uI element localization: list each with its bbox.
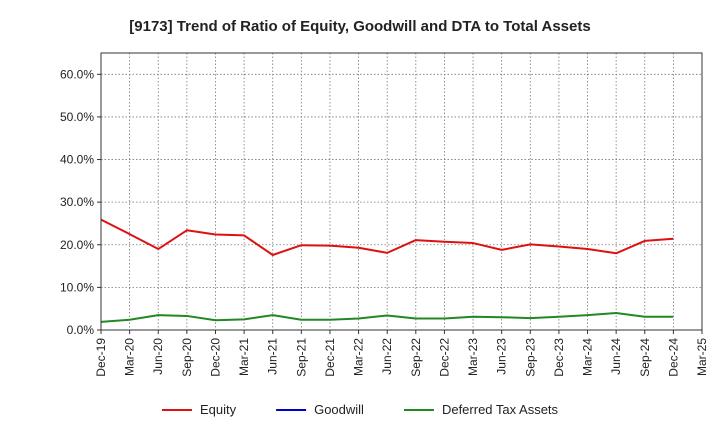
y-tick-label: 20.0% [60, 238, 94, 252]
x-tick-label: Mar-20 [123, 338, 137, 376]
x-tick-label: Sep-22 [409, 338, 423, 377]
x-tick-label: Mar-24 [581, 338, 595, 376]
x-tick-label: Dec-20 [208, 338, 222, 377]
x-tick-label: Mar-21 [237, 338, 251, 376]
series-line-deferred-tax-assets [100, 311, 674, 323]
x-tick-label: Jun-22 [380, 338, 394, 375]
x-tick-label: Dec-21 [323, 338, 337, 377]
x-tick-label: Mar-22 [352, 338, 366, 376]
y-tick-label: 0.0% [67, 323, 95, 337]
x-tick-label: Dec-24 [666, 338, 680, 377]
x-tick-label: Dec-23 [552, 338, 566, 377]
y-tick-label: 60.0% [60, 67, 94, 81]
y-tick-label: 40.0% [60, 153, 94, 167]
legend-item-goodwill: Goodwill [276, 402, 364, 417]
chart-title: [9173] Trend of Ratio of Equity, Goodwil… [129, 18, 590, 35]
legend-label-equity: Equity [200, 402, 237, 417]
grid [101, 53, 702, 330]
y-tick-label: 30.0% [60, 195, 94, 209]
x-tick-label: Mar-23 [466, 338, 480, 376]
x-tick-label: Jun-20 [151, 338, 165, 375]
legend-label-deferred-tax-assets: Deferred Tax Assets [442, 402, 559, 417]
x-tick-label: Sep-21 [294, 338, 308, 377]
legend: Equity Goodwill Deferred Tax Assets [161, 402, 559, 417]
legend-label-goodwill: Goodwill [314, 402, 364, 417]
x-tick-label: Dec-19 [94, 338, 108, 377]
y-tick-label: 10.0% [60, 280, 94, 294]
x-tick-label: Mar-25 [695, 338, 709, 376]
x-tick-label: Jun-21 [266, 338, 280, 375]
series-lines [100, 218, 674, 323]
x-tick-label: Dec-22 [437, 338, 451, 377]
x-tick-label: Sep-24 [638, 338, 652, 377]
x-tick-label: Jun-24 [609, 338, 623, 375]
y-axis-ticks: 0.0% 10.0% 20.0% 30.0% 40.0% 50.0% 60.0% [60, 67, 101, 337]
x-tick-label: Sep-20 [180, 338, 194, 377]
y-tick-label: 50.0% [60, 110, 94, 124]
plot-area-frame [100, 52, 703, 331]
x-tick-label: Jun-23 [495, 338, 509, 375]
series-line-equity [100, 218, 674, 256]
x-tick-label: Sep-23 [523, 338, 537, 377]
legend-item-deferred-tax-assets: Deferred Tax Assets [403, 402, 559, 417]
legend-item-equity: Equity [161, 402, 237, 417]
x-axis-ticks: Dec-19 Mar-20 Jun-20 Sep-20 Dec-20 Mar-21 Jun-… [94, 330, 709, 377]
